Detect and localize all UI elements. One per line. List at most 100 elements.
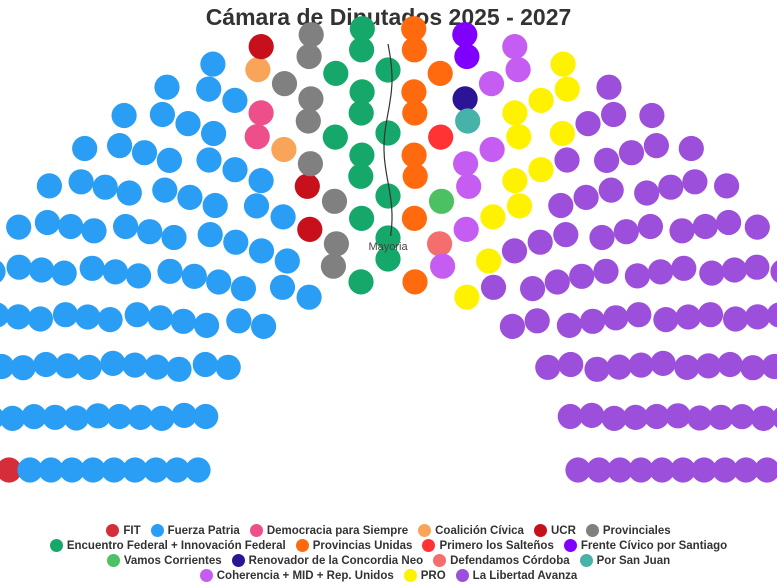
seat-fuerza-patria <box>127 404 154 430</box>
seat-la-libertad-avanza <box>580 308 606 334</box>
legend-swatch <box>422 539 436 552</box>
seat-la-libertad-avanza <box>527 229 553 255</box>
seat-fuerza-patria <box>21 404 47 430</box>
seat-fuerza-patria <box>196 147 222 173</box>
legend-label: Provincias Unidas <box>312 539 413 552</box>
seat-frente-c-vico-por-santiago <box>452 22 478 48</box>
seat-provincias-unidas <box>402 163 428 189</box>
legend-label: Democracia para Siempre <box>266 524 409 537</box>
legend-label: Vamos Corrientes <box>123 554 222 567</box>
legend-label: Coherencia + MID + Rep. Unidos <box>216 569 394 582</box>
seat-fuerza-patria <box>80 457 106 483</box>
seat-la-libertad-avanza <box>772 407 777 428</box>
seat-fuerza-patria <box>6 254 32 280</box>
seat-provincias-unidas <box>401 205 427 231</box>
seat-la-libertad-avanza <box>650 350 676 376</box>
seat-fuerza-patria <box>52 302 79 328</box>
seat-la-libertad-avanza <box>644 403 670 430</box>
seat-encuentro-federal-innovaci-n-federal <box>348 100 374 126</box>
seat-coalici-n-c-vica <box>271 136 297 163</box>
seat-la-libertad-avanza <box>745 304 771 330</box>
seat-la-libertad-avanza <box>501 238 528 264</box>
seat-encuentro-federal-innovaci-n-federal <box>348 163 374 189</box>
seat-la-libertad-avanza <box>622 404 649 430</box>
legend-label: Encuentro Federal + Innovación Federal <box>66 539 286 552</box>
seat-encuentro-federal-innovaci-n-federal <box>375 120 401 146</box>
seat-fuerza-patria <box>157 258 183 284</box>
seat-la-libertad-avanza <box>554 147 580 173</box>
seat-fuerza-patria <box>177 184 203 210</box>
seat-la-libertad-avanza <box>573 184 599 210</box>
seat-fuerza-patria <box>68 169 94 195</box>
seat-la-libertad-avanza <box>565 457 591 483</box>
seat-fuerza-patria <box>196 76 222 102</box>
seat-vamos-corrientes <box>428 188 455 214</box>
seat-fuerza-patria <box>269 274 296 300</box>
seat-la-libertad-avanza <box>744 254 770 280</box>
legend-swatch <box>106 524 120 537</box>
seat-fuerza-patria <box>101 457 127 483</box>
legend-swatch <box>106 554 120 567</box>
seat-pro <box>554 76 580 102</box>
seat-la-libertad-avanza <box>729 404 755 430</box>
seat-fuerza-patria <box>131 140 158 166</box>
seat-fuerza-patria <box>154 74 180 100</box>
seat-coherencia-mid-rep-unidos <box>479 136 505 163</box>
seat-provinciales <box>320 253 346 279</box>
legend-item-vamos-corrientes: Vamos Corrientes <box>106 554 222 567</box>
legend-label: Por San Juan <box>596 554 671 567</box>
seat-fuerza-patria <box>149 101 175 128</box>
seat-la-libertad-avanza <box>761 353 777 380</box>
seat-la-libertad-avanza <box>648 259 674 285</box>
seat-fuerza-patria <box>38 457 64 483</box>
seat-la-libertad-avanza <box>643 133 670 159</box>
seat-fuerza-patria <box>147 305 173 331</box>
seat-la-libertad-avanza <box>716 209 742 236</box>
seat-provinciales <box>323 231 349 257</box>
seat-la-libertad-avanza <box>480 274 507 300</box>
seat-fuerza-patria <box>296 284 322 310</box>
seat-la-libertad-avanza <box>634 180 660 206</box>
seat-fuerza-patria <box>143 457 169 483</box>
seat-la-libertad-avanza <box>584 356 610 382</box>
seat-la-libertad-avanza <box>535 354 561 380</box>
seat-fuerza-patria <box>222 87 248 113</box>
seat-fuerza-patria <box>76 354 102 380</box>
seat-la-libertad-avanza <box>671 255 697 281</box>
seat-la-libertad-avanza <box>766 302 777 328</box>
seat-la-libertad-avanza <box>674 354 700 380</box>
legend-swatch <box>563 539 577 552</box>
seat-la-libertad-avanza <box>626 302 652 328</box>
legend-swatch <box>403 569 417 582</box>
seat-fuerza-patria <box>111 102 137 129</box>
legend-swatch <box>49 539 63 552</box>
seat-la-libertad-avanza <box>721 257 748 283</box>
seat-fuerza-patria <box>113 213 139 240</box>
legend-item-por-san-juan: Por San Juan <box>579 554 671 567</box>
seat-pro <box>454 284 480 310</box>
legend-item-encuentro-federal-innovaci-n-federal: Encuentro Federal + Innovación Federal <box>49 539 286 552</box>
seat-pro <box>549 120 576 147</box>
seat-la-libertad-avanza <box>524 308 550 334</box>
seat-fuerza-patria <box>6 214 32 240</box>
seat-la-libertad-avanza <box>613 219 639 245</box>
seat-la-libertad-avanza <box>670 457 696 483</box>
seat-encuentro-federal-innovaci-n-federal <box>375 183 401 209</box>
seat-fuerza-patria <box>270 204 296 230</box>
seat-la-libertad-avanza <box>639 102 665 129</box>
seat-la-libertad-avanza <box>593 258 619 284</box>
seat-fuerza-patria <box>107 133 133 159</box>
seat-coherencia-mid-rep-unidos <box>505 57 531 83</box>
seat-provincias-unidas <box>401 142 427 168</box>
seat-fuerza-patria <box>175 111 201 137</box>
seat-fuerza-patria <box>0 353 15 380</box>
seat-pro <box>528 157 554 183</box>
seat-provincias-unidas <box>427 60 453 86</box>
seat-fuerza-patria <box>156 147 182 173</box>
seat-fuerza-patria <box>63 405 89 431</box>
legend-label: Frente Cívico por Santiago <box>580 539 728 552</box>
seat-coherencia-mid-rep-unidos <box>430 253 456 279</box>
seat-la-libertad-avanza <box>553 222 579 248</box>
legend-swatch <box>199 569 213 582</box>
seat-la-libertad-avanza <box>714 173 740 199</box>
